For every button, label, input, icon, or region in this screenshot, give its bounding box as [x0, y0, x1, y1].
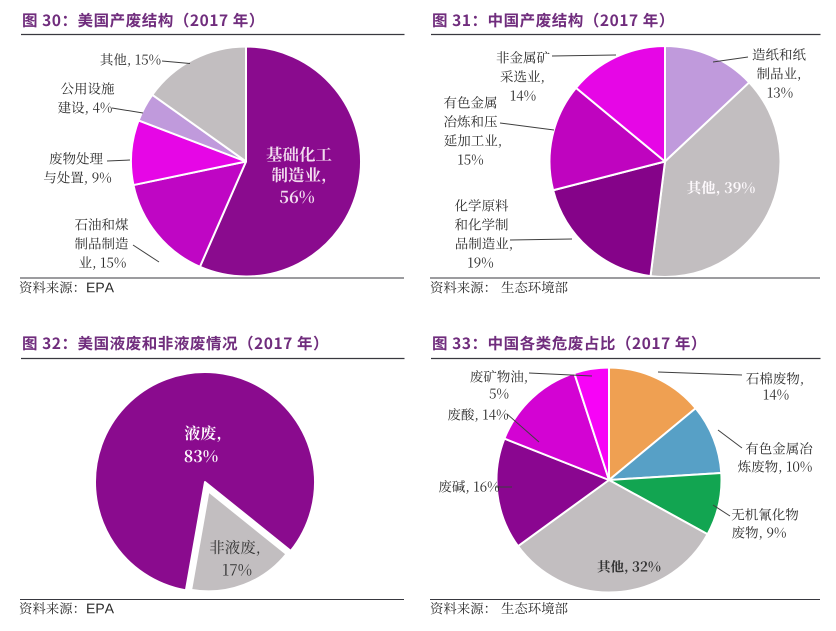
figure-31-title: 图 31：中国产废结构（2017 年）	[433, 12, 665, 28]
figure-30-callout-petroleum-1: 石油和煤	[74, 218, 129, 231]
figure-30-callout-treatment-2: 与处置, 9%	[43, 171, 112, 185]
figure-31-callout-paper-3: 13%	[767, 87, 793, 98]
pie-slice-其他	[516, 479, 709, 594]
figure-33-leader-line	[528, 372, 593, 377]
figure-31-leader-line	[509, 238, 573, 241]
figure-30-source-label: 资料来源：	[19, 280, 77, 294]
figure-33-leader-line	[712, 504, 731, 517]
figure-30-leader-line	[161, 60, 191, 64]
svg-text:83%: 83%	[184, 449, 213, 466]
figure-32-inlabel-liquid-1: 液废,	[184, 425, 221, 442]
figure-30-inlabel-chem-3: 56%	[279, 190, 315, 204]
figure-30: 图 30：美国产废结构（2017 年） 其他, 15% 公用设施 建设, 4% …	[19, 12, 405, 294]
pie-slice-造纸和纸制品业	[664, 45, 751, 163]
figure-32-title: 图 32：美国液废和非液废情况（2017 年）	[23, 335, 319, 351]
pie-slice-石油和煤制品制造业	[132, 160, 247, 268]
figure-33-callout-asbestos-1: 石棉废物,	[746, 372, 803, 386]
figure-33-source-label: 资料来源：	[430, 601, 488, 615]
svg-text:其他, 15%: 其他, 15%	[100, 53, 159, 68]
figure-30-leader-line	[106, 159, 131, 162]
figure-33-callout-asbestos-2: 14%	[763, 389, 789, 400]
figure-30-leader-line	[132, 244, 160, 263]
figure-31-inlabel-other: 其他, 39%	[687, 180, 755, 196]
figure-33: 图 33：中国各类危废占比（2017 年） 废矿物油, 5% 石棉废物, 14%…	[430, 335, 821, 615]
figure-32-inlabel-nonliquid-2: 17%	[223, 564, 252, 576]
figure-33-callout-cyanide-2: 废物, 9%	[732, 526, 786, 540]
figure-33-callout-cyanide-1: 无机氰化物	[731, 508, 799, 521]
figure-31-leader-line	[551, 54, 617, 57]
figure-30-inlabel-chem-1: 基础化工	[266, 146, 332, 162]
figure-31-leader-line	[712, 56, 749, 63]
figure-31-leader-line	[499, 122, 555, 131]
pie-slice-其他	[151, 45, 247, 163]
figure-33-callout-oil-1: 废矿物油,	[470, 370, 527, 384]
pie-slice-其他	[649, 81, 782, 278]
pie-slice-化学原料和化学制品制造业	[552, 160, 666, 278]
figure-31-callout-chemraw-4: 19%	[468, 257, 494, 268]
figure-31-callout-paper-1: 造纸和纸	[752, 48, 806, 61]
figure-33-leader-line	[717, 429, 743, 449]
figure-30-callout-petroleum-3: 业, 15%	[79, 256, 126, 270]
figure-31-callout-nonmetal-3: 14%	[510, 90, 536, 101]
figure-30-title: 图 30：美国产废结构（2017 年）	[23, 12, 255, 28]
figure-31-callout-nonmetal-2: 采选业,	[500, 70, 544, 84]
figure-30-callout-treatment-1: 废物处理	[49, 152, 103, 165]
figure-31-source-value: 生态环境部	[501, 280, 568, 294]
figure-32: 图 32：美国液废和非液废情况（2017 年） 液废, 83% 非液废, 17%…	[19, 335, 405, 615]
figure-31-callout-chemraw-3: 品制造业,	[456, 237, 512, 251]
figure-31-callout-nonmetal-1: 非金属矿	[496, 51, 550, 64]
figure-30-callout-petroleum-2: 制品制造	[74, 237, 129, 250]
figure-30-callout-utilities-1: 公用设施	[60, 82, 115, 97]
figure-32-inlabel-liquid-2: 83%	[184, 449, 218, 466]
figure-33-leader-line	[506, 413, 540, 443]
pie-slice-废碱	[495, 437, 610, 548]
figure-31-callout-nonferrous-1: 有色金属	[444, 95, 498, 111]
figure-33-title: 图 33：中国各类危废占比（2017 年）	[433, 335, 697, 351]
figure-30-callout-utilities-2: 建设, 4%	[57, 101, 112, 115]
figure-31-callout-nonferrous-4: 15%	[458, 154, 484, 165]
pie-china-waste-structure	[548, 45, 782, 278]
figure-33-callout-oil-2: 5%	[489, 388, 509, 399]
figure-31-callout-nonferrous-2: 冶炼和压	[444, 115, 498, 128]
figure-32-inlabel-nonliquid-1: 非液废,	[209, 539, 260, 556]
svg-text:公用设施: 公用设施	[61, 82, 115, 97]
figure-31-callout-paper-2: 制品业,	[756, 67, 801, 81]
pie-slice-非液废	[190, 490, 288, 593]
pie-us-liquid-vs-nonliquid	[94, 371, 316, 593]
figure-33-callout-acid: 废酸, 14%	[447, 408, 508, 422]
figure-31-callout-nonferrous-3: 延加工业,	[444, 134, 501, 148]
figure-33-callout-alkali: 废碱, 16%	[438, 480, 500, 494]
pie-slice-非金属矿采选业	[575, 45, 666, 163]
figure-30-leader-line	[111, 107, 144, 114]
pie-china-hazardous-waste-share	[495, 366, 723, 594]
figure-30-inlabel-chem-2: 制造业,	[271, 166, 326, 185]
pie-slice-废矿物油	[573, 366, 610, 481]
pie-slice-液废	[94, 371, 316, 592]
figure-30-source-value: EPA	[87, 282, 114, 293]
figure-33-leader-line	[657, 371, 743, 376]
figure-31-source-label: 资料来源：	[430, 280, 488, 294]
figure-32-source-value: EPA	[87, 603, 114, 614]
figure-31: 图 31：中国产废结构（2017 年） 造纸和纸 制品业, 13% 非金属矿 采…	[430, 12, 821, 294]
svg-text:有色金属: 有色金属	[444, 95, 498, 111]
pie-slice-有色金属冶炼和压延加工业	[548, 86, 666, 192]
figure-30-callout-other: 其他, 15%	[100, 53, 161, 68]
figure-33-inlabel-other: 其他, 32%	[597, 560, 661, 574]
figure-33-source-value: 生态环境部	[501, 601, 568, 615]
pie-slice-石棉废物	[608, 366, 697, 481]
figure-31-callout-chemraw-2: 和化学制	[454, 218, 508, 231]
figure-33-callout-smelting-2: 炼废物, 10%	[737, 460, 812, 474]
figure-31-callout-chemraw-1: 化学原料	[454, 199, 509, 212]
figure-32-source-label: 资料来源：	[19, 601, 77, 615]
